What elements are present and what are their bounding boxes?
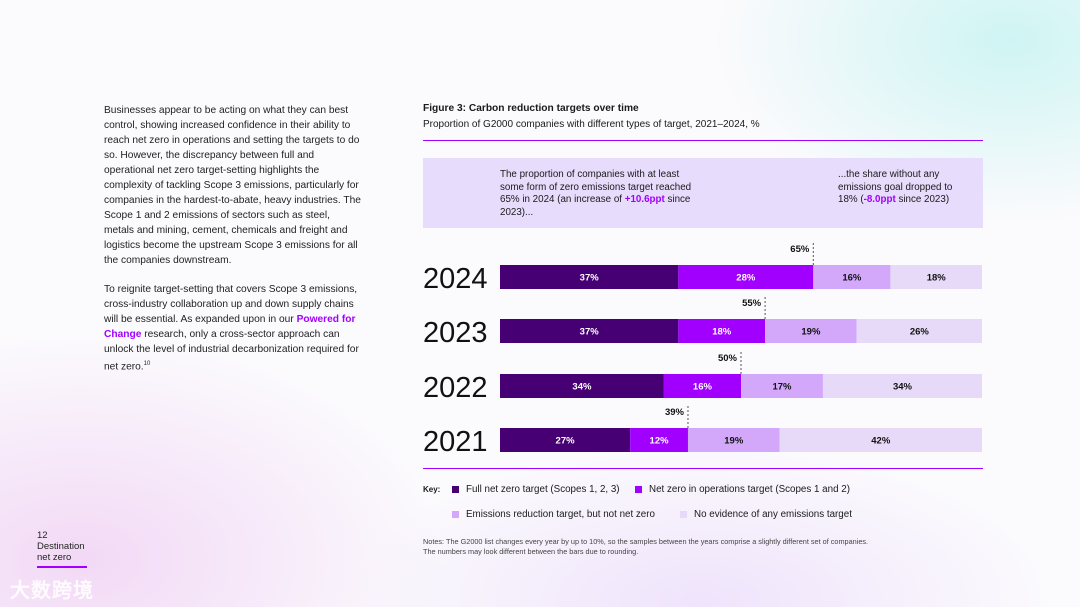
legend-label: Net zero in operations target (Scopes 1 … <box>649 484 850 495</box>
page-footer: 12 Destination net zero <box>37 530 85 563</box>
legend-label: No evidence of any emissions target <box>694 509 852 520</box>
legend-swatch <box>635 486 642 493</box>
bar-segment <box>630 428 688 452</box>
bar-segment <box>678 265 814 289</box>
bar-segment <box>813 265 891 289</box>
bar-segment <box>500 374 664 398</box>
legend-item-net-zero-operations: Net zero in operations target (Scopes 1 … <box>635 484 850 495</box>
paragraph-2-end: research, only a cross-sector approach c… <box>104 329 359 373</box>
data-label: 27% <box>556 436 576 447</box>
year-label: 2022 <box>423 372 488 404</box>
footer-accent-line <box>37 566 87 568</box>
bar-segment <box>663 374 741 398</box>
total-label: 55% <box>742 298 762 309</box>
legend-label: Full net zero target (Scopes 1, 2, 3) <box>466 484 620 495</box>
data-label: 16% <box>842 273 862 284</box>
notes: Notes: The G2000 list changes every year… <box>423 537 923 556</box>
callout-left-start: The proportion of companies with at leas… <box>500 169 692 205</box>
callout-right-end: since 2023) <box>895 194 950 205</box>
section-name-line-2: net zero <box>37 552 72 563</box>
figure-title: Figure 3: Carbon reduction targets over … <box>423 103 639 114</box>
data-label: 19% <box>724 436 744 447</box>
legend-item-no-target: No evidence of any emissions target <box>680 509 852 520</box>
data-label: 12% <box>650 436 670 447</box>
legend-swatch <box>452 511 459 518</box>
callout-left-end: since 2023)... <box>500 194 691 218</box>
total-label: 50% <box>718 353 738 364</box>
legend-label: Emissions reduction target, but not net … <box>466 509 655 520</box>
bar-segment <box>678 319 766 343</box>
callout-left-text: The proportion of companies with at leas… <box>500 169 700 219</box>
data-label: 26% <box>910 327 930 338</box>
bar-segment <box>500 428 631 452</box>
callout-right-text: ...the share without any emissions goal … <box>838 169 968 207</box>
legend-swatch <box>452 486 459 493</box>
bar-segment <box>741 374 823 398</box>
footnote-ref: 10 <box>143 361 151 367</box>
data-label: 42% <box>871 436 891 447</box>
section-name-line-1: Destination <box>37 541 85 552</box>
divider-top <box>423 140 983 141</box>
paragraph-2-start: To reignite target-setting that covers S… <box>104 284 358 325</box>
bar-segment <box>822 374 982 398</box>
data-label: 34% <box>893 382 913 393</box>
data-label: 16% <box>693 382 713 393</box>
callout-left-highlight: +10.6ppt <box>624 194 665 205</box>
bar-segment <box>856 319 982 343</box>
legend-title: Key: <box>423 485 441 494</box>
year-label: 2023 <box>423 317 488 349</box>
bar-segment <box>779 428 982 452</box>
bar-segment <box>500 265 679 289</box>
legend-item-full-net-zero: Full net zero target (Scopes 1, 2, 3) <box>452 484 620 495</box>
data-label: 28% <box>736 273 756 284</box>
data-label: 19% <box>801 327 821 338</box>
figure-subtitle: Proportion of G2000 companies with diffe… <box>423 119 760 130</box>
total-label: 65% <box>790 244 810 255</box>
legend-swatch <box>680 511 687 518</box>
paragraph-2: To reignite target-setting that covers S… <box>104 282 362 374</box>
paragraph-1: Businesses appear to be acting on what t… <box>104 105 361 266</box>
data-label: 18% <box>712 327 732 338</box>
watermark-logo: 大数跨境 <box>10 580 94 602</box>
callout-right-start: ...the share without any emissions goal … <box>838 169 953 205</box>
body-text: Businesses appear to be acting on what t… <box>104 103 362 388</box>
bar-segment <box>687 428 780 452</box>
year-label: 2021 <box>423 426 488 458</box>
data-label: 17% <box>772 382 792 393</box>
legend-item-emissions-reduction: Emissions reduction target, but not net … <box>452 509 655 520</box>
year-label: 2024 <box>423 263 488 295</box>
total-label: 39% <box>665 407 685 418</box>
powered-for-change-link[interactable]: Powered for Change <box>104 314 356 340</box>
data-label: 37% <box>580 327 600 338</box>
callout-box: The proportion of companies with at leas… <box>423 158 983 228</box>
data-label: 37% <box>580 273 600 284</box>
notes-line-1: Notes: The G2000 list changes every year… <box>423 537 869 546</box>
bar-segment <box>500 319 679 343</box>
callout-right-highlight: -8.0ppt <box>863 194 896 205</box>
notes-line-2: The numbers may look different between t… <box>423 546 639 556</box>
data-label: 18% <box>927 273 947 284</box>
data-label: 34% <box>572 382 592 393</box>
divider-bottom <box>423 468 983 469</box>
bar-segment <box>765 319 857 343</box>
bar-segment <box>890 265 982 289</box>
page-number: 12 <box>37 530 48 541</box>
